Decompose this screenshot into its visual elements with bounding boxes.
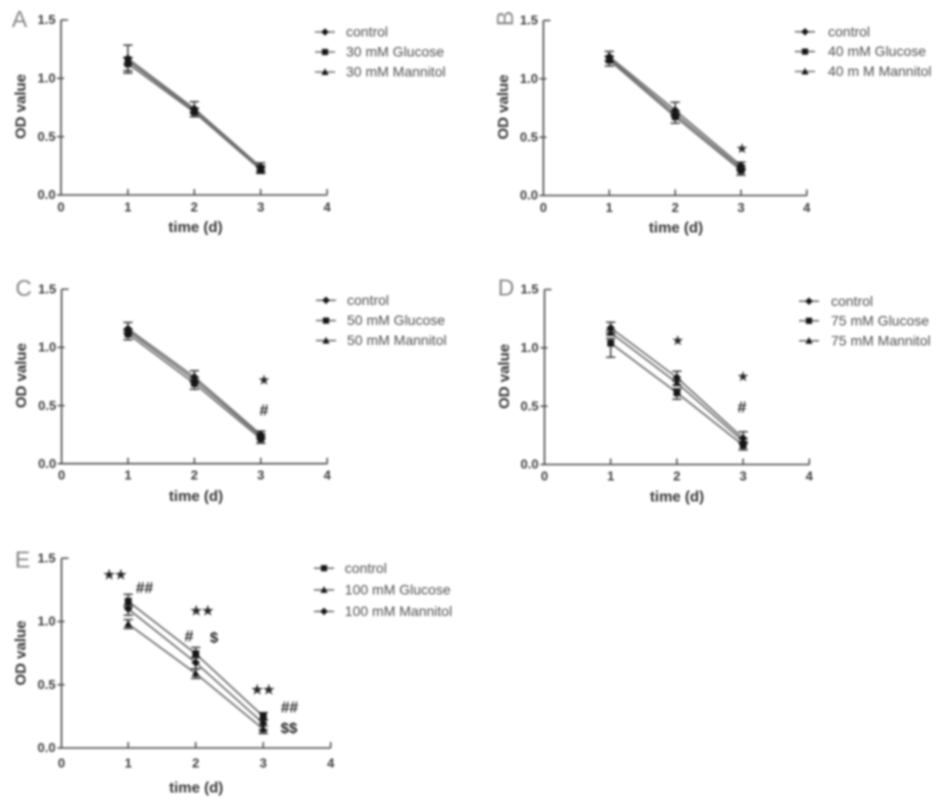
svg-text:$: $ <box>210 630 219 647</box>
svg-text:★: ★ <box>259 373 270 387</box>
svg-text:control: control <box>347 292 389 308</box>
svg-text:0.0: 0.0 <box>38 740 56 755</box>
svg-text:time (d): time (d) <box>649 220 703 237</box>
svg-text:50 mM Mannitol: 50 mM Mannitol <box>347 332 447 348</box>
svg-text:0.0: 0.0 <box>38 187 56 202</box>
svg-text:2: 2 <box>191 468 198 483</box>
svg-text:4: 4 <box>803 200 811 215</box>
svg-text:1: 1 <box>124 468 131 483</box>
svg-text:OD value: OD value <box>496 344 513 409</box>
svg-text:#: # <box>185 629 194 646</box>
svg-text:★: ★ <box>738 370 749 384</box>
svg-text:0: 0 <box>57 200 64 215</box>
svg-text:time (d): time (d) <box>168 219 222 236</box>
svg-text:1.0: 1.0 <box>521 340 539 355</box>
svg-text:0: 0 <box>58 468 65 483</box>
svg-text:$$: $$ <box>281 720 298 737</box>
svg-text:0.5: 0.5 <box>38 677 56 692</box>
svg-text:50 mM Glucose: 50 mM Glucose <box>347 312 445 328</box>
svg-text:##: ## <box>136 580 154 597</box>
svg-text:#: # <box>738 400 747 417</box>
svg-text:OD value: OD value <box>13 343 30 408</box>
svg-text:0.0: 0.0 <box>38 456 56 471</box>
svg-text:C: C <box>15 275 32 301</box>
svg-text:30 mM Mannitol: 30 mM Mannitol <box>346 64 446 80</box>
svg-text:2: 2 <box>191 200 198 215</box>
svg-text:OD value: OD value <box>13 620 30 685</box>
svg-text:100 mM Glucose: 100 mM Glucose <box>345 582 451 598</box>
svg-text:3: 3 <box>260 756 267 771</box>
svg-text:3: 3 <box>257 468 264 483</box>
svg-text:75 mM Mannitol: 75 mM Mannitol <box>831 332 931 348</box>
svg-text:4: 4 <box>323 200 331 215</box>
svg-text:E: E <box>15 547 30 573</box>
svg-text:0.5: 0.5 <box>38 398 56 413</box>
svg-text:0.5: 0.5 <box>521 398 539 413</box>
svg-text:40 mM Glucose: 40 mM Glucose <box>828 43 926 59</box>
svg-text:0.5: 0.5 <box>38 129 56 144</box>
svg-text:control: control <box>831 293 873 309</box>
svg-text:75 mM Glucose: 75 mM Glucose <box>831 312 929 328</box>
svg-text:0.0: 0.0 <box>521 457 539 472</box>
svg-text:B: B <box>492 11 518 26</box>
svg-text:1.5: 1.5 <box>38 281 56 296</box>
svg-text:★★: ★★ <box>103 567 127 582</box>
svg-text:4: 4 <box>327 756 335 771</box>
svg-text:0.5: 0.5 <box>520 129 538 144</box>
svg-text:3: 3 <box>257 200 264 215</box>
svg-text:time (d): time (d) <box>169 488 223 505</box>
svg-text:100 mM Mannitol: 100 mM Mannitol <box>345 603 452 619</box>
svg-text:4: 4 <box>324 468 332 483</box>
svg-text:★: ★ <box>737 142 748 156</box>
svg-text:1: 1 <box>606 200 613 215</box>
svg-text:OD value: OD value <box>495 74 512 139</box>
svg-text:1.5: 1.5 <box>38 551 56 566</box>
svg-text:1.0: 1.0 <box>38 340 56 355</box>
svg-text:★★: ★★ <box>251 682 275 697</box>
svg-text:0.0: 0.0 <box>520 188 538 203</box>
svg-text:40 m M Mannitol: 40 m M Mannitol <box>828 63 931 79</box>
svg-text:2: 2 <box>672 200 679 215</box>
svg-text:30 mM Glucose: 30 mM Glucose <box>346 44 444 60</box>
svg-text:time (d): time (d) <box>169 780 223 797</box>
svg-text:#: # <box>260 403 269 420</box>
svg-text:1.5: 1.5 <box>520 13 538 28</box>
svg-text:0: 0 <box>58 756 65 771</box>
svg-text:control: control <box>346 24 388 40</box>
svg-text:D: D <box>498 275 515 301</box>
svg-text:1: 1 <box>607 469 614 484</box>
svg-text:3: 3 <box>737 200 744 215</box>
svg-text:★: ★ <box>672 334 683 348</box>
svg-text:A: A <box>12 6 28 32</box>
svg-text:0: 0 <box>541 469 548 484</box>
svg-text:1.5: 1.5 <box>521 282 539 297</box>
svg-text:1.5: 1.5 <box>38 12 56 27</box>
svg-text:1: 1 <box>125 756 132 771</box>
svg-text:time (d): time (d) <box>650 489 704 506</box>
svg-text:4: 4 <box>806 469 814 484</box>
svg-text:2: 2 <box>192 756 199 771</box>
svg-text:1.0: 1.0 <box>38 614 56 629</box>
svg-text:3: 3 <box>739 469 746 484</box>
svg-text:1.0: 1.0 <box>38 71 56 86</box>
svg-text:1.0: 1.0 <box>520 71 538 86</box>
svg-text:control: control <box>828 23 870 39</box>
svg-text:2: 2 <box>673 469 680 484</box>
svg-text:control: control <box>345 560 387 576</box>
svg-text:★★: ★★ <box>190 603 214 618</box>
svg-text:OD value: OD value <box>13 74 30 139</box>
svg-text:1: 1 <box>124 200 131 215</box>
svg-text:0: 0 <box>540 200 547 215</box>
svg-text:##: ## <box>281 700 299 717</box>
